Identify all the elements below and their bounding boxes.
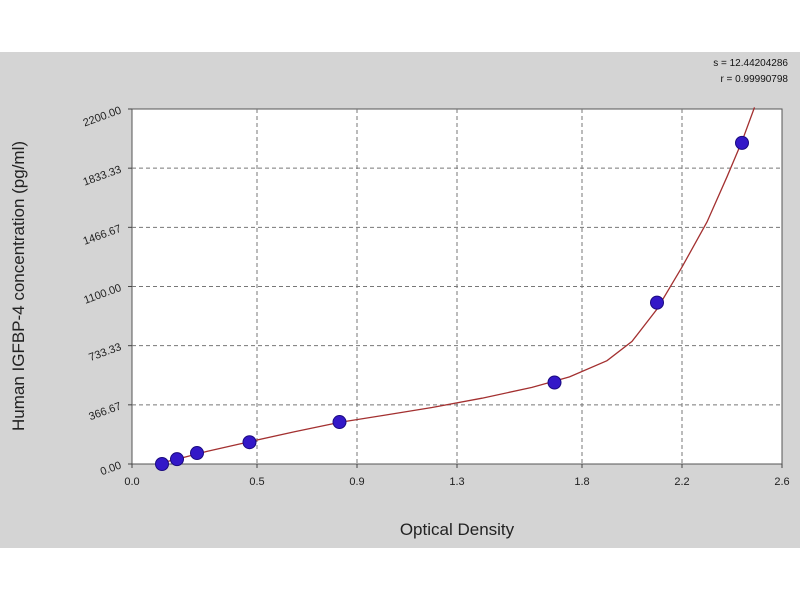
y-axis-title: Human IGFBP-4 concentration (pg/ml) [9, 141, 28, 431]
x-tick-label: 1.8 [574, 476, 589, 488]
y-tick-label: 733.33 [87, 341, 123, 364]
data-point [242, 435, 257, 450]
data-point [155, 457, 169, 471]
x-tick-label: 0.0 [124, 476, 139, 488]
y-tick-label: 366.67 [87, 400, 123, 423]
data-points [155, 135, 749, 471]
r-value-annotation: r = 0.99990798 [720, 74, 788, 85]
x-tick-label: 0.5 [249, 476, 264, 488]
x-tick-label: 2.6 [774, 476, 789, 488]
x-axis-title: Optical Density [400, 520, 515, 539]
y-tick-label: 0.00 [99, 460, 123, 479]
y-tick-label: 1466.67 [82, 223, 123, 248]
x-tick-label: 1.3 [449, 476, 464, 488]
data-point [332, 415, 347, 430]
data-point [190, 446, 204, 461]
data-point [170, 452, 184, 467]
x-tick-label: 0.9 [349, 476, 364, 488]
data-point [547, 375, 562, 390]
data-point [650, 295, 664, 310]
data-point [735, 135, 749, 150]
x-tick-label: 2.2 [674, 476, 689, 488]
y-tick-label: 1833.33 [82, 164, 123, 189]
grid-lines [132, 109, 782, 464]
s-value-annotation: s = 12.44204286 [713, 58, 788, 69]
chart-panel: 0.0 0.5 0.9 1.3 1.8 2.2 2.6 0.00 366.67 733.33 110… [0, 52, 800, 548]
y-tick-label: 1100.00 [82, 282, 123, 307]
chart-svg: 0.0 0.5 0.9 1.3 1.8 2.2 2.6 0.00 366.67 733.33 110… [9, 58, 790, 539]
y-tick-label: 2200.00 [82, 105, 123, 130]
